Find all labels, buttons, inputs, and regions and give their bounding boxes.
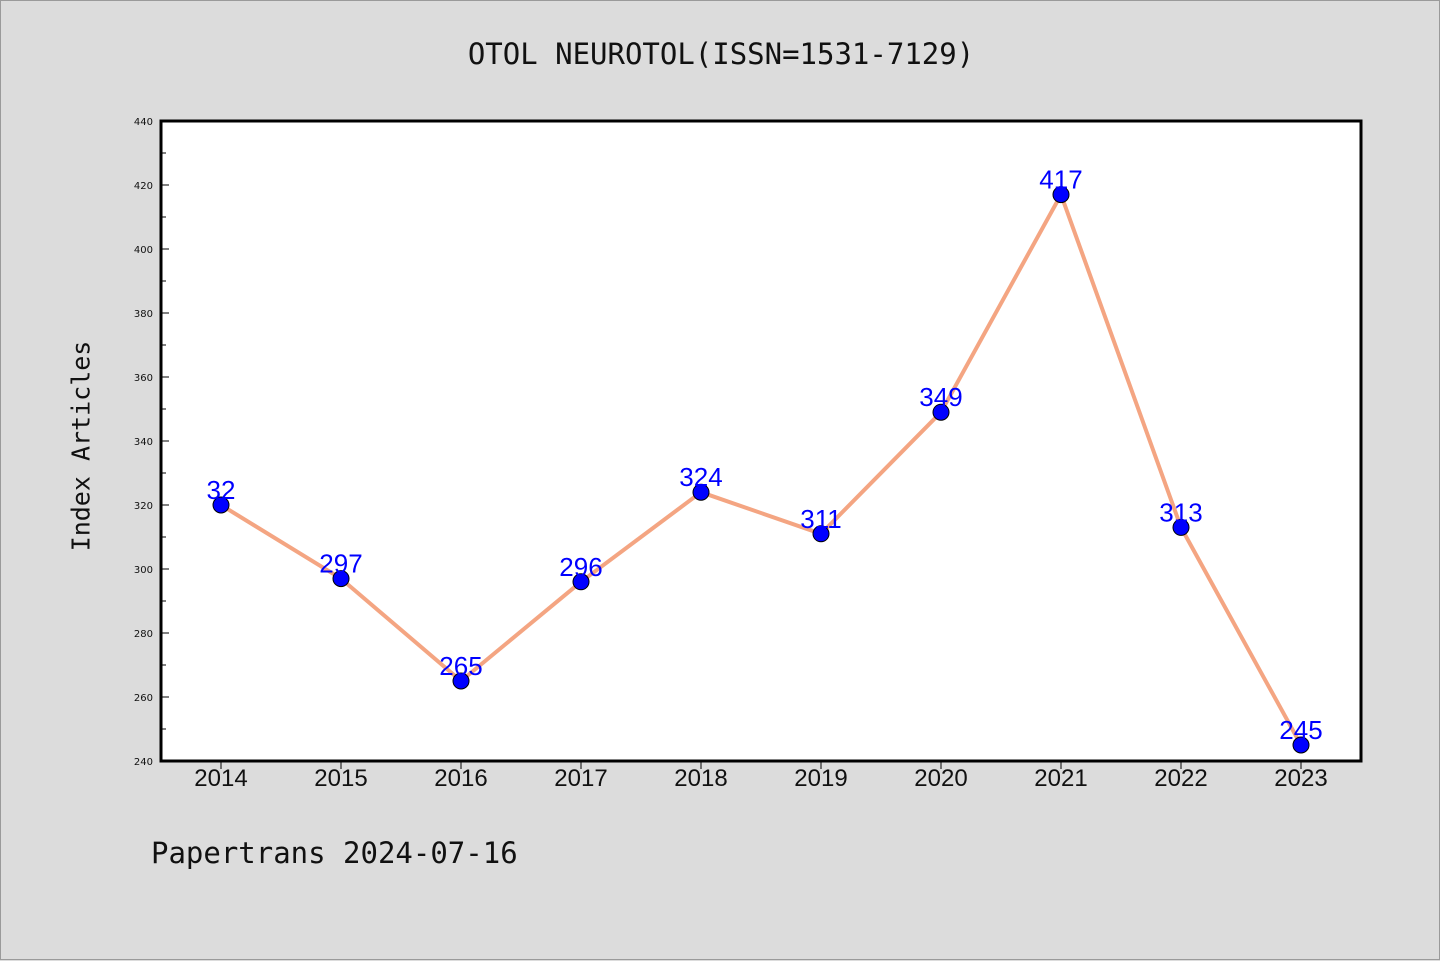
y-tick-label: 300 <box>134 565 153 576</box>
y-tick-label: 240 <box>134 757 153 768</box>
y-tick-label: 420 <box>134 181 153 192</box>
x-axis: 2014 2015 2016 2017 2018 2019 2020 2021 2022 2023 <box>194 761 1328 792</box>
y-tick-label: 260 <box>134 693 153 704</box>
data-labels: 32 297 265 296 324 311 349 417 313 245 <box>207 165 1323 745</box>
data-label: 311 <box>800 504 841 534</box>
data-point <box>932 403 950 421</box>
data-label: 313 <box>1159 497 1202 527</box>
x-tick-label: 2016 <box>434 765 487 792</box>
y-tick-label: 340 <box>134 437 153 448</box>
x-tick-label: 2017 <box>554 765 607 792</box>
data-label: 349 <box>919 382 962 412</box>
data-point <box>692 483 710 501</box>
data-point <box>332 570 350 588</box>
data-label: 265 <box>439 651 482 681</box>
y-tick-label: 360 <box>134 373 153 384</box>
series-layer <box>212 186 1310 754</box>
x-tick-label: 2015 <box>314 765 367 792</box>
x-tick-label: 2018 <box>674 765 727 792</box>
data-label: 297 <box>319 549 362 579</box>
x-tick-label: 2023 <box>1274 765 1327 792</box>
data-label: 32 <box>207 475 236 505</box>
plot-area <box>159 119 1363 763</box>
data-point <box>212 496 230 514</box>
y-tick-label: 440 <box>134 117 153 128</box>
y-tick-label: 400 <box>134 245 153 256</box>
y-tick-label: 380 <box>134 309 153 320</box>
x-tick-label: 2020 <box>914 765 967 792</box>
y-tick-label: 280 <box>134 629 153 640</box>
data-point <box>572 573 590 591</box>
data-point <box>1172 518 1190 536</box>
y-tick-label: 320 <box>134 501 153 512</box>
y-axis: 240 260 280 300 320 340 360 380 400 420 440 <box>134 117 169 768</box>
series-line <box>219 192 1303 746</box>
data-label: 296 <box>559 552 602 582</box>
data-label: 245 <box>1279 715 1322 745</box>
x-tick-label: 2022 <box>1154 765 1207 792</box>
data-point <box>1052 186 1070 204</box>
x-tick-label: 2014 <box>194 765 247 792</box>
footer-text: Papertrans 2024-07-16 <box>151 836 518 870</box>
x-tick-label: 2019 <box>794 765 847 792</box>
chart-title: OTOL NEUROTOL(ISSN=1531-7129) <box>467 37 975 71</box>
data-point <box>452 672 470 690</box>
data-label: 417 <box>1039 165 1082 195</box>
data-label: 324 <box>679 462 722 492</box>
data-point <box>812 525 830 543</box>
x-tick-label: 2021 <box>1034 765 1087 792</box>
data-point <box>1292 736 1310 754</box>
